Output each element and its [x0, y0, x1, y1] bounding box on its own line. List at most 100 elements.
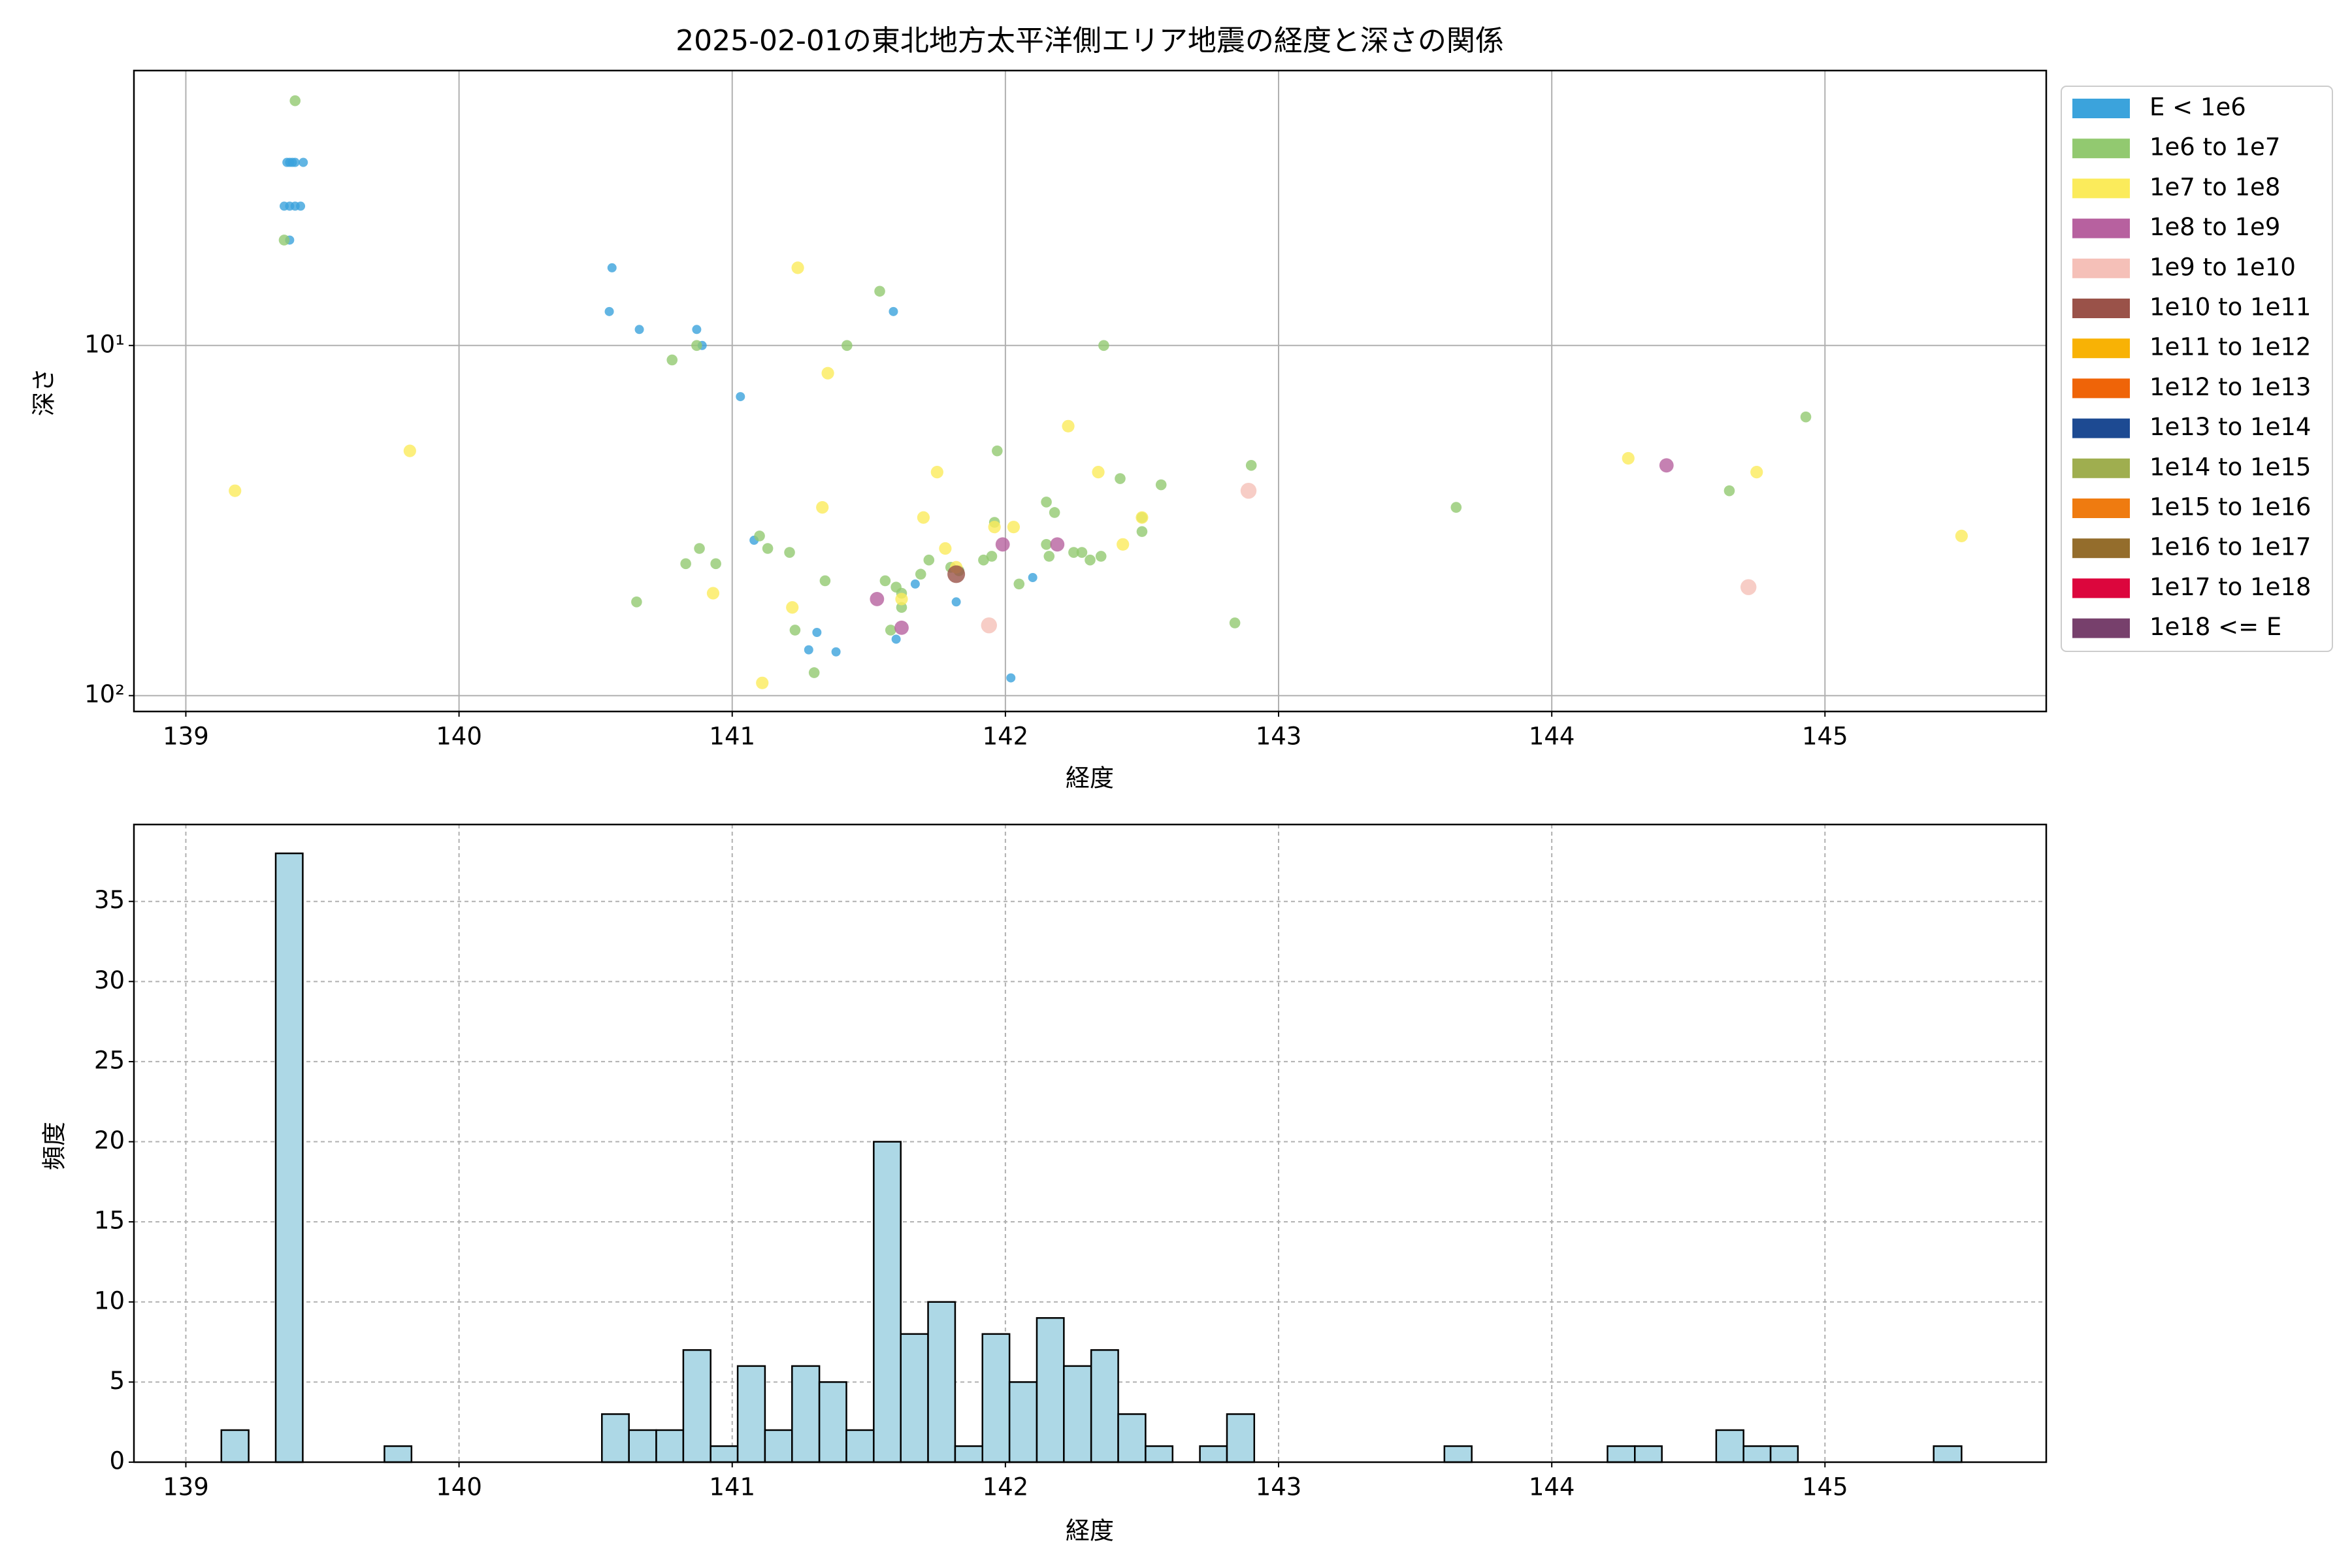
point — [1136, 526, 1148, 537]
x-tick-label: 139 — [163, 723, 209, 751]
bar — [1226, 1413, 1256, 1463]
series — [279, 157, 1037, 683]
point — [691, 340, 702, 351]
point — [1028, 572, 1037, 582]
point — [666, 354, 678, 366]
point — [981, 617, 997, 634]
point — [910, 579, 920, 589]
legend-swatch — [2072, 99, 2130, 118]
series — [947, 565, 966, 583]
point — [1229, 617, 1241, 629]
point — [290, 157, 300, 167]
x-tick-label: 143 — [1256, 723, 1302, 751]
point — [821, 367, 834, 380]
legend-swatch — [2072, 418, 2130, 438]
bar — [845, 1429, 875, 1463]
point — [1115, 473, 1126, 484]
legend-swatch — [2072, 178, 2130, 199]
point — [1041, 497, 1052, 508]
bar — [1063, 1365, 1092, 1463]
point — [1135, 511, 1149, 524]
point — [831, 647, 841, 657]
point — [1659, 458, 1674, 473]
x-axis-label: 経度 — [1066, 1517, 1114, 1545]
point — [289, 95, 301, 106]
point — [278, 235, 290, 246]
legend-swatch — [2072, 378, 2130, 399]
bar — [900, 1333, 929, 1463]
point — [804, 645, 813, 655]
plot-frame — [133, 69, 2048, 713]
point — [1800, 411, 1812, 423]
x-tick-label: 145 — [1802, 1473, 1848, 1501]
y-tick-label: 5 — [109, 1367, 125, 1395]
point — [986, 551, 998, 562]
point — [1240, 482, 1257, 499]
bar — [1443, 1445, 1473, 1463]
bar — [1634, 1445, 1663, 1463]
point — [694, 543, 705, 554]
point — [1043, 551, 1055, 562]
series — [981, 482, 1757, 634]
bars — [220, 852, 1963, 1463]
legend-swatch — [2072, 618, 2130, 638]
point — [951, 597, 961, 607]
series — [229, 261, 1968, 689]
bar — [710, 1445, 739, 1463]
series — [278, 95, 1812, 678]
bar — [1933, 1445, 1963, 1463]
point — [895, 593, 908, 606]
legend-swatch — [2072, 538, 2130, 559]
legend-swatch — [2072, 498, 2130, 518]
point — [915, 568, 926, 580]
legend-label: 1e14 to 1e15 — [2149, 453, 2311, 481]
point — [917, 511, 930, 524]
y-axis-label: 頻度 — [41, 1122, 69, 1170]
plot-frame — [133, 823, 2048, 1463]
point — [1092, 466, 1105, 479]
legend: E < 1e6 1e6 to 1e7 1e7 to 1e8 1e8 to 1e9 1e9… — [2061, 86, 2333, 652]
x-tick-label: 142 — [983, 1473, 1029, 1501]
bar — [384, 1445, 413, 1463]
x-tick-label: 145 — [1802, 723, 1848, 751]
point — [1740, 579, 1757, 595]
x-tick-label: 141 — [709, 1473, 755, 1501]
point — [891, 634, 901, 644]
point — [784, 547, 795, 558]
legend-label: 1e7 to 1e8 — [2149, 173, 2280, 201]
x-tick-label: 140 — [436, 723, 482, 751]
point — [1085, 554, 1096, 566]
bar — [628, 1429, 657, 1463]
point — [870, 592, 885, 606]
point — [1723, 485, 1735, 497]
point — [789, 625, 801, 636]
point — [680, 558, 691, 570]
point — [1076, 547, 1088, 558]
point — [1041, 538, 1052, 550]
y-tick-label: 20 — [94, 1126, 125, 1154]
legend-label: 1e9 to 1e10 — [2149, 253, 2296, 281]
point — [634, 325, 644, 335]
legend-swatch — [2072, 258, 2130, 278]
point — [710, 558, 721, 570]
point — [939, 542, 952, 555]
bar — [601, 1413, 630, 1463]
point — [808, 667, 820, 678]
bar — [954, 1445, 984, 1463]
point — [889, 306, 898, 316]
point — [1068, 547, 1079, 558]
x-tick-label: 144 — [1529, 1473, 1575, 1501]
legend-swatch — [2072, 578, 2130, 598]
bar — [791, 1365, 821, 1463]
bar — [981, 1333, 1011, 1463]
point — [978, 554, 989, 566]
legend-label: 1e12 to 1e13 — [2149, 373, 2311, 401]
point — [706, 587, 720, 600]
legend-label: 1e13 to 1e14 — [2149, 413, 2311, 441]
point — [1007, 521, 1021, 534]
grid — [134, 71, 2046, 711]
legend-swatch — [2072, 458, 2130, 478]
point — [791, 261, 804, 274]
